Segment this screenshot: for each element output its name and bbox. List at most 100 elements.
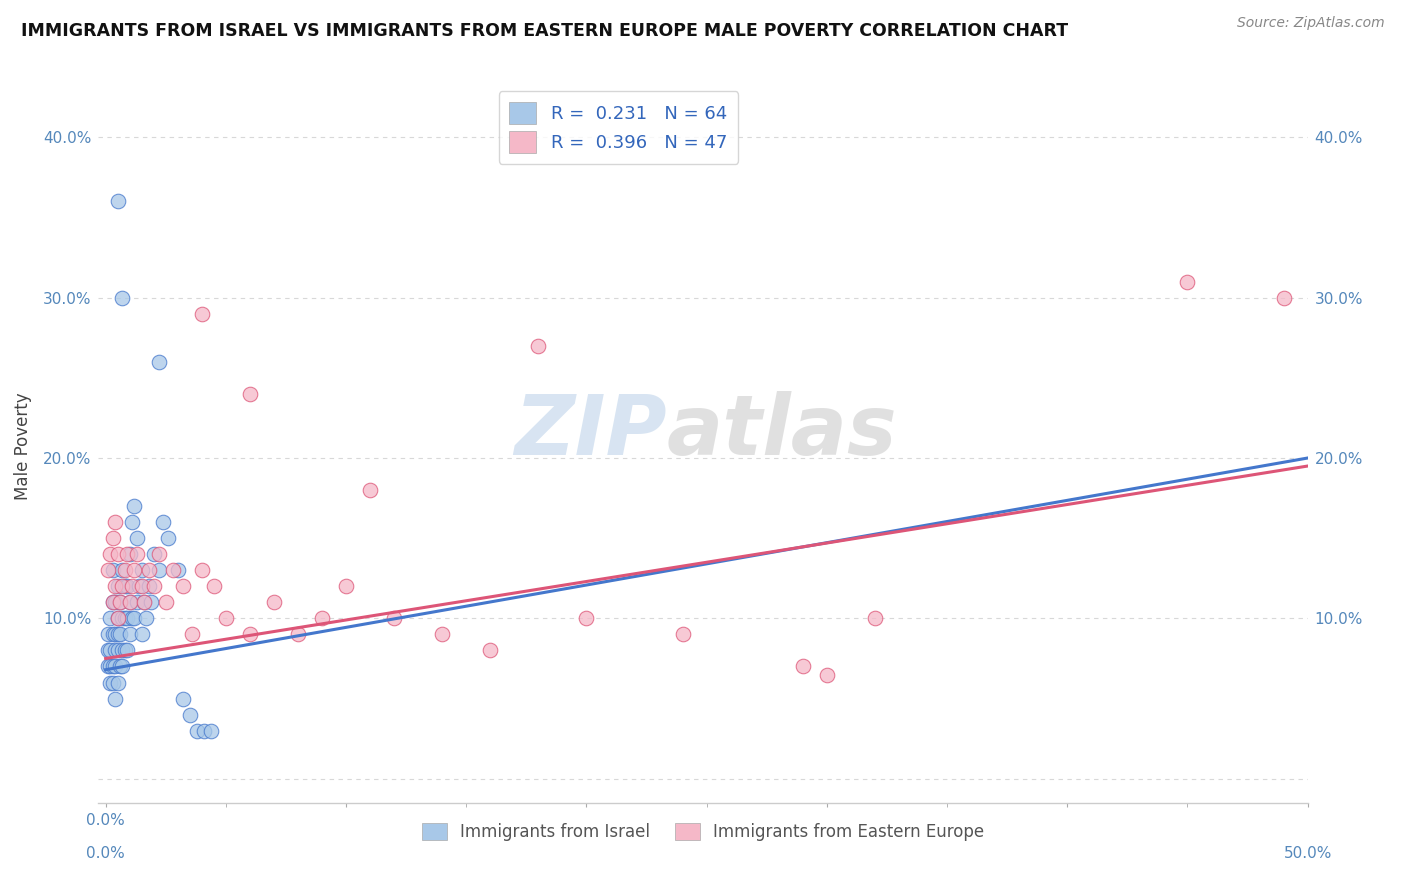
Text: atlas: atlas — [666, 392, 897, 472]
Point — [111, 659, 134, 673]
Point — [1272, 291, 1295, 305]
Point — [193, 723, 215, 738]
Point — [101, 531, 124, 545]
Point — [111, 611, 134, 625]
Point — [148, 355, 170, 369]
Text: IMMIGRANTS FROM ISRAEL VS IMMIGRANTS FROM EASTERN EUROPE MALE POVERTY CORRELATIO: IMMIGRANTS FROM ISRAEL VS IMMIGRANTS FRO… — [21, 22, 1069, 40]
Point — [104, 595, 127, 609]
Text: Source: ZipAtlas.com: Source: ZipAtlas.com — [1237, 16, 1385, 30]
Point — [128, 579, 150, 593]
Point — [527, 339, 550, 353]
Point — [107, 643, 129, 657]
Point — [100, 547, 122, 561]
Point — [815, 667, 838, 681]
Point — [152, 515, 174, 529]
Point — [101, 595, 124, 609]
Point — [121, 579, 143, 593]
Point — [202, 579, 225, 593]
Point — [107, 194, 129, 209]
Point — [124, 563, 146, 577]
Point — [97, 643, 120, 657]
Point — [1177, 275, 1199, 289]
Point — [148, 547, 170, 561]
Point — [107, 675, 129, 690]
Point — [104, 659, 127, 673]
Point — [124, 499, 146, 513]
Point — [114, 579, 136, 593]
Point — [121, 515, 143, 529]
Point — [114, 611, 136, 625]
Point — [108, 595, 131, 609]
Point — [118, 627, 141, 641]
Point — [97, 563, 120, 577]
Text: 0.0%: 0.0% — [86, 847, 125, 861]
Point — [148, 563, 170, 577]
Point — [131, 579, 153, 593]
Point — [382, 611, 405, 625]
Point — [191, 307, 214, 321]
Point — [132, 595, 155, 609]
Point — [430, 627, 453, 641]
Point — [125, 531, 148, 545]
Point — [162, 563, 184, 577]
Point — [111, 563, 134, 577]
Point — [100, 643, 122, 657]
Point — [131, 627, 153, 641]
Point — [138, 579, 160, 593]
Point — [200, 723, 222, 738]
Point — [107, 627, 129, 641]
Point — [111, 291, 134, 305]
Point — [117, 611, 139, 625]
Point — [101, 675, 124, 690]
Point — [138, 563, 160, 577]
Point — [104, 579, 127, 593]
Point — [111, 579, 134, 593]
Point — [359, 483, 381, 497]
Point — [172, 691, 194, 706]
Point — [104, 627, 127, 641]
Point — [575, 611, 598, 625]
Point — [97, 627, 120, 641]
Point — [117, 579, 139, 593]
Point — [157, 531, 180, 545]
Text: ZIP: ZIP — [515, 392, 666, 472]
Point — [142, 579, 165, 593]
Point — [118, 595, 141, 609]
Point — [142, 547, 165, 561]
Point — [263, 595, 285, 609]
Point — [141, 595, 163, 609]
Point — [191, 563, 214, 577]
Point — [101, 595, 124, 609]
Point — [124, 611, 146, 625]
Point — [101, 563, 124, 577]
Point — [215, 611, 238, 625]
Point — [181, 627, 204, 641]
Point — [118, 595, 141, 609]
Legend: Immigrants from Israel, Immigrants from Eastern Europe: Immigrants from Israel, Immigrants from … — [415, 816, 991, 848]
Point — [108, 627, 131, 641]
Point — [671, 627, 693, 641]
Point — [186, 723, 208, 738]
Point — [117, 547, 139, 561]
Point — [125, 547, 148, 561]
Point — [101, 627, 124, 641]
Point — [114, 563, 136, 577]
Point — [108, 595, 131, 609]
Point — [118, 547, 141, 561]
Point — [97, 659, 120, 673]
Point — [135, 611, 157, 625]
Point — [172, 579, 194, 593]
Point — [863, 611, 886, 625]
Point — [107, 611, 129, 625]
Point — [125, 595, 148, 609]
Point — [101, 659, 124, 673]
Point — [108, 659, 131, 673]
Point — [311, 611, 333, 625]
Point — [287, 627, 309, 641]
Point — [792, 659, 814, 673]
Text: 50.0%: 50.0% — [1284, 847, 1331, 861]
Point — [104, 643, 127, 657]
Point — [100, 675, 122, 690]
Point — [100, 659, 122, 673]
Point — [131, 563, 153, 577]
